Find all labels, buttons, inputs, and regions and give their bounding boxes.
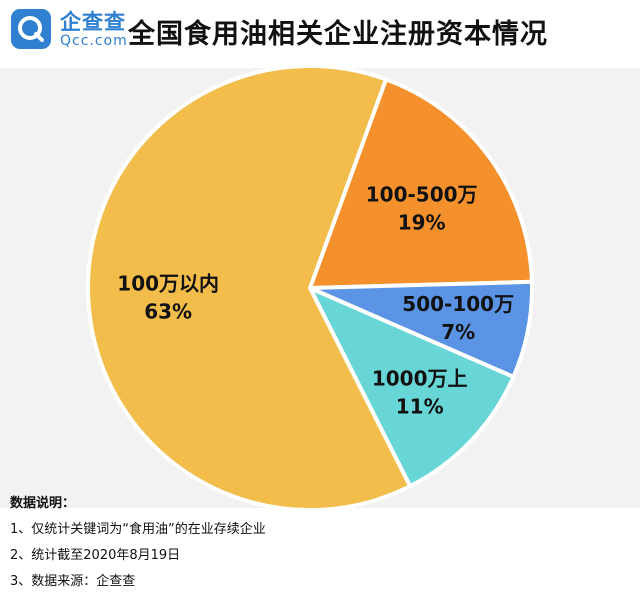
brand-domain: Qcc.com (60, 33, 128, 49)
notes-title: 数据说明： (10, 496, 76, 511)
note-item: 3、数据来源：企查查 (10, 574, 136, 589)
slice-label: 100万以内 (117, 271, 219, 295)
slice-value-label: 7% (441, 320, 475, 344)
slice-value-label: 63% (144, 299, 192, 323)
slice-label: 100-500万 (366, 182, 478, 206)
header: 企查查 Qcc.com 全国食用油相关企业注册资本情况 (0, 0, 640, 68)
pie-slice (308, 286, 516, 489)
note-item: 1、仅统计关键词为“食用油”的在业存续企业 (10, 522, 266, 537)
pie-chart: 100-500万 19% 500-100万 7% 1000万上 11% 100万以内 63% (86, 68, 534, 508)
data-notes: 数据说明： 1、仅统计关键词为“食用油”的在业存续企业 2、统计截至2020年8… (10, 491, 266, 595)
qcc-logo-icon (11, 9, 51, 49)
pie-slice (308, 77, 534, 290)
slice-label: 500-100万 (402, 292, 514, 316)
pie-slice (86, 68, 413, 508)
slice-value-label: 11% (396, 395, 444, 419)
note-item: 2、统计截至2020年8月19日 (10, 548, 181, 563)
page-title: 全国食用油相关企业注册资本情况 (128, 19, 548, 50)
slice-value-label: 19% (398, 210, 446, 234)
slice-label: 1000万上 (372, 367, 468, 391)
brand-name: 企查查 (60, 10, 126, 34)
chart-area: 100-500万 19% 500-100万 7% 1000万上 11% 100万以内 63% (0, 68, 640, 508)
